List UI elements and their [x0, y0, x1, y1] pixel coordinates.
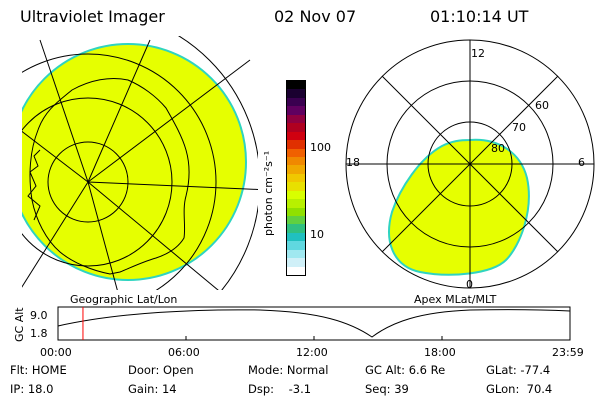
colorbar-segment: [287, 216, 305, 225]
date-label: 02 Nov 07: [274, 7, 357, 26]
dsp-value: Dsp: -3.1: [248, 382, 312, 396]
colorbar-segment: [287, 224, 305, 233]
time-tick-1800: 18:00: [424, 346, 456, 359]
colorbar-segment: [287, 97, 305, 107]
door-status: Door: Open: [128, 363, 194, 377]
colorbar-segment: [287, 266, 305, 276]
instrument-title: Ultraviolet Imager: [20, 7, 165, 26]
magnetic-label: Apex MLat/MLT: [414, 293, 497, 306]
mlt-0-label: 0: [466, 278, 473, 291]
time-tick-1200: 12:00: [296, 346, 328, 359]
colorbar-segment: [287, 207, 305, 216]
colorbar-segment: [287, 106, 305, 115]
lat-80-label: 80: [491, 142, 505, 155]
time-tick-2359: 23:59: [552, 346, 584, 359]
time-label: 01:10:14 UT: [430, 7, 529, 26]
gain-value: Gain: 14: [128, 382, 177, 396]
colorbar-segment: [287, 190, 305, 200]
colorbar-tick-10: 10: [310, 228, 324, 241]
colorbar-segment: [287, 165, 305, 174]
altitude-tick-bottom: 1.8: [30, 327, 48, 340]
gc-altitude-value: GC Alt: 6.6 Re: [365, 363, 446, 377]
colorbar-segment: [287, 173, 305, 183]
colorbar-segment: [287, 182, 305, 191]
sequence-value: Seq: 39: [365, 382, 409, 396]
altitude-tick-top: 9.0: [30, 309, 48, 322]
lat-70-label: 70: [512, 121, 526, 134]
colorbar-segment: [287, 249, 305, 259]
colorbar-segment: [287, 241, 305, 250]
ip-value: IP: 18.0: [10, 382, 54, 396]
geographic-longitude-value: GLon: 70.4: [486, 382, 553, 396]
altitude-axis-label: GC Alt: [13, 307, 26, 342]
intensity-colorbar: [286, 80, 306, 276]
colorbar-segment: [287, 156, 305, 166]
colorbar-segment: [287, 89, 305, 98]
colorbar-segment: [287, 114, 305, 124]
colorbar-segment: [287, 81, 305, 90]
colorbar-segment: [287, 123, 305, 132]
flight-status: Flt: HOME: [10, 363, 67, 377]
colorbar-segment: [287, 140, 305, 149]
mode-status: Mode: Normal: [248, 363, 329, 377]
lat-60-label: 60: [535, 99, 549, 112]
geographic-latitude-value: GLat: -77.4: [486, 363, 551, 377]
geographic-label: Geographic Lat/Lon: [70, 293, 178, 306]
time-tick-0000: 00:00: [40, 346, 72, 359]
mlt-18-label: 18: [346, 156, 360, 169]
mlt-6-label: 6: [578, 156, 585, 169]
colorbar-segment: [287, 148, 305, 157]
colorbar-segment: [287, 131, 305, 141]
colorbar-segment: [287, 199, 305, 208]
colorbar-segment: [287, 232, 305, 242]
time-tick-0600: 06:00: [168, 346, 200, 359]
colorbar-tick-100: 100: [310, 141, 331, 154]
colorbar-segment: [287, 258, 305, 267]
mlt-12-label: 12: [471, 47, 485, 60]
